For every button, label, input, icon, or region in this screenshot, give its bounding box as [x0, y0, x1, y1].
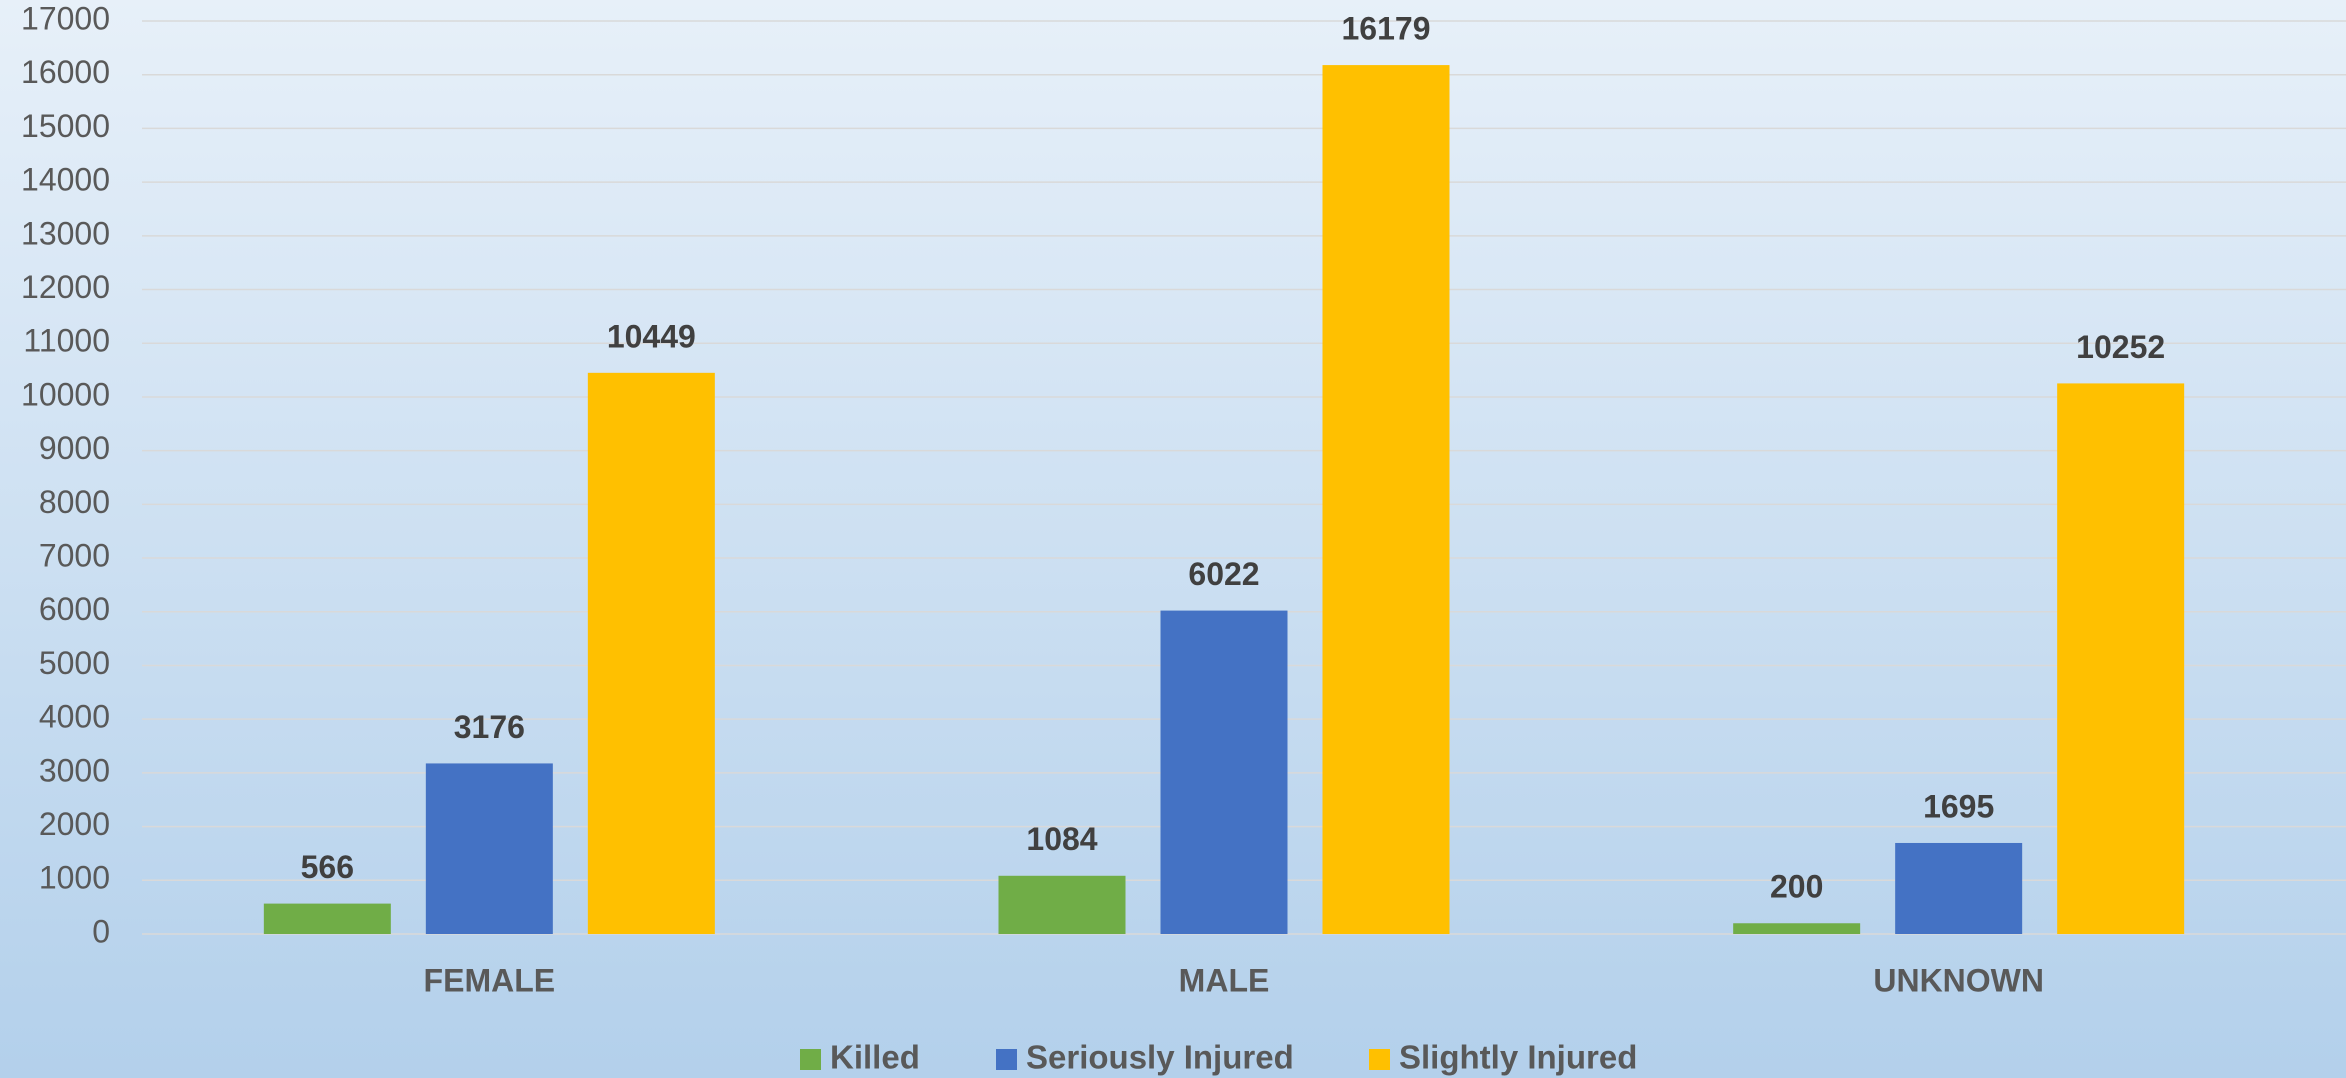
- y-tick-label: 5000: [39, 645, 110, 681]
- legend-swatch: [800, 1049, 821, 1070]
- bar: [587, 372, 715, 934]
- y-tick-label: 6000: [39, 591, 110, 627]
- bar: [2057, 383, 2185, 934]
- legend-label: Slightly Injured: [1399, 1039, 1637, 1076]
- data-label: 10252: [2076, 329, 2165, 365]
- y-tick-label: 9000: [39, 430, 110, 466]
- bar: [1733, 923, 1861, 934]
- y-tick-label: 14000: [21, 162, 110, 198]
- data-label: 10449: [607, 318, 696, 354]
- y-tick-label: 1000: [39, 860, 110, 896]
- y-tick-label: 11000: [23, 323, 110, 359]
- y-tick-label: 0: [92, 913, 110, 949]
- y-tick-label: 17000: [21, 0, 110, 36]
- data-label: 566: [301, 849, 354, 885]
- bar: [1895, 842, 2023, 934]
- legend-swatch: [996, 1049, 1017, 1070]
- data-label: 200: [1770, 869, 1823, 905]
- y-tick-label: 2000: [39, 806, 110, 842]
- bar: [998, 875, 1126, 934]
- y-tick-label: 4000: [39, 699, 110, 735]
- x-tick-label: UNKNOWN: [1873, 962, 2044, 998]
- data-label: 16179: [1342, 11, 1431, 47]
- y-tick-label: 3000: [39, 752, 110, 788]
- y-tick-label: 15000: [21, 108, 110, 144]
- bar: [425, 763, 553, 934]
- y-tick-label: 16000: [21, 54, 110, 90]
- bar: [1322, 65, 1450, 934]
- y-tick-label: 13000: [21, 215, 110, 251]
- legend-label: Seriously Injured: [1026, 1039, 1294, 1076]
- legend-label: Killed: [830, 1039, 920, 1076]
- y-tick-label: 7000: [39, 538, 110, 574]
- y-tick-label: 8000: [39, 484, 110, 520]
- data-label: 1084: [1026, 821, 1097, 857]
- x-tick-label: MALE: [1179, 962, 1270, 998]
- bar: [263, 903, 391, 934]
- bar: [1160, 610, 1288, 934]
- data-label: 3176: [454, 709, 525, 745]
- data-label: 6022: [1188, 556, 1259, 592]
- data-label: 1695: [1923, 788, 1994, 824]
- y-tick-label: 10000: [21, 376, 110, 412]
- legend-swatch: [1369, 1049, 1390, 1070]
- y-tick-label: 12000: [21, 269, 110, 305]
- x-tick-label: FEMALE: [424, 962, 556, 998]
